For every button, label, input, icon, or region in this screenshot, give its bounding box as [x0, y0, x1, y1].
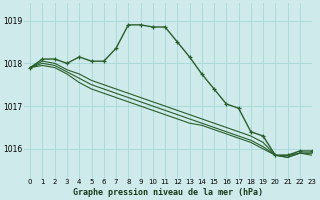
X-axis label: Graphe pression niveau de la mer (hPa): Graphe pression niveau de la mer (hPa) [73, 188, 263, 197]
